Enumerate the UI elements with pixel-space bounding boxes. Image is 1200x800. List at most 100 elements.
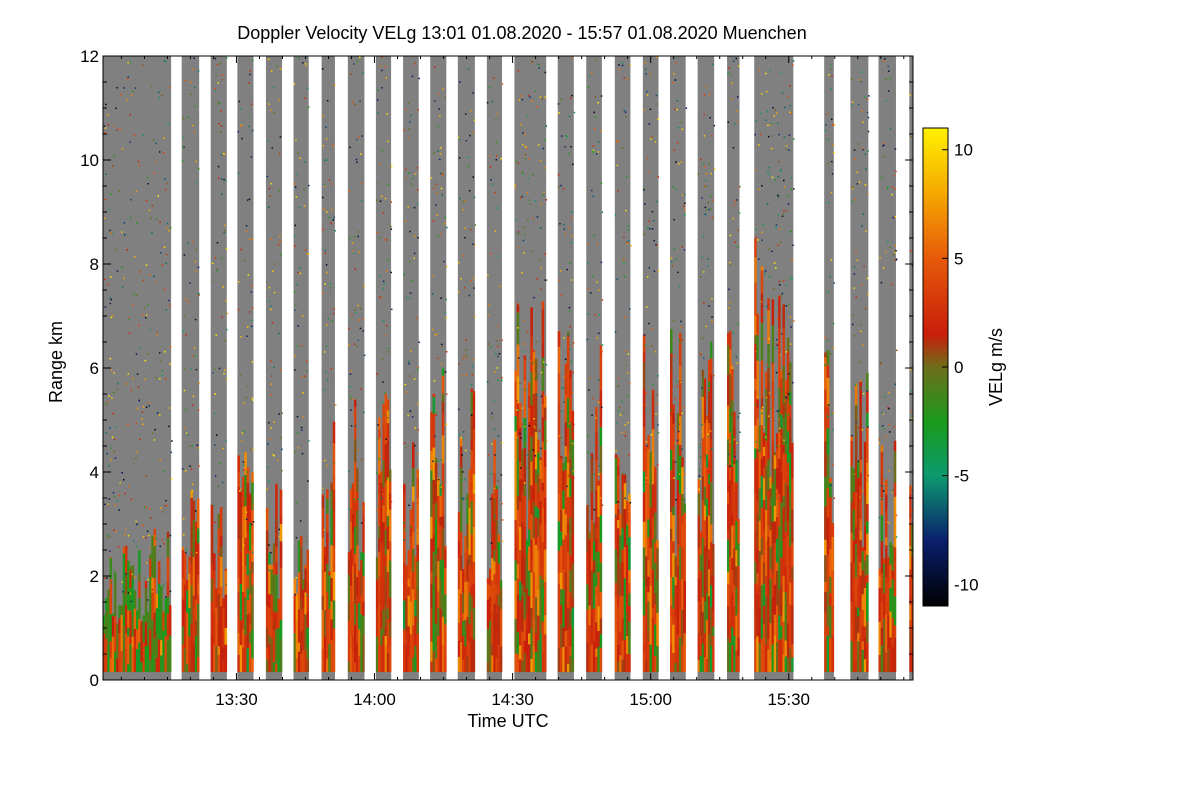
noise-speckle [136,407,139,410]
noise-speckle [866,277,869,280]
noise-speckle [645,409,647,411]
noise-speckle [437,125,439,128]
velocity-cell [412,501,415,532]
noise-speckle [222,286,224,288]
velocity-cell [186,612,189,650]
noise-speckle [250,156,253,158]
noise-speckle [436,192,438,194]
velocity-cell [354,573,357,604]
noise-speckle [857,460,860,462]
velocity-cell [321,508,325,538]
noise-speckle [570,360,572,363]
noise-speckle [149,329,151,331]
velocity-cell [414,653,417,673]
velocity-cell [118,618,121,634]
noise-speckle [325,126,327,128]
velocity-cell [727,374,730,406]
velocity-cell [133,636,137,673]
scan-block [586,56,604,680]
noise-speckle [734,123,736,125]
noise-speckle [411,75,414,78]
noise-speckle [248,125,250,128]
velocity-cell [560,604,563,624]
velocity-cell [516,533,520,565]
noise-speckle [458,433,460,435]
noise-speckle [731,82,733,85]
noise-speckle [129,592,131,595]
velocity-cell [588,625,592,656]
velocity-cell [824,591,827,613]
velocity-cell [773,452,777,456]
noise-speckle [495,141,498,143]
noise-speckle [563,228,565,230]
velocity-cell [144,621,148,647]
velocity-cell [780,439,783,472]
velocity-cell [826,454,830,464]
noise-speckle [731,444,734,447]
velocity-cell [514,547,518,561]
velocity-cell [491,493,494,496]
noise-speckle [676,100,679,102]
noise-speckle [680,326,682,329]
velocity-cell [566,608,570,630]
velocity-cell [758,452,762,489]
velocity-cell [516,344,520,360]
velocity-cell [731,466,734,485]
velocity-cell [530,607,533,629]
noise-speckle [489,86,491,89]
noise-speckle [135,572,137,574]
velocity-cell [727,504,730,531]
velocity-cell [850,601,853,630]
velocity-cell [878,588,881,622]
velocity-cell [105,638,108,673]
noise-speckle [597,441,600,444]
velocity-cell [859,486,862,520]
noise-speckle [363,411,365,414]
noise-speckle [240,248,242,251]
velocity-cell [780,414,783,429]
noise-speckle [407,137,410,139]
noise-speckle [360,522,363,524]
noise-speckle [701,387,703,389]
noise-speckle [891,283,893,286]
velocity-cell [188,608,191,637]
velocity-cell [564,646,568,663]
velocity-cell [190,526,193,565]
velocity-cell [516,359,520,377]
velocity-cell [321,610,325,649]
noise-speckle [112,165,114,167]
noise-speckle [851,508,854,511]
noise-speckle [776,112,778,114]
velocity-cell [597,606,600,631]
lowest-gate [670,672,686,680]
velocity-cell [642,651,646,673]
noise-speckle [768,338,770,340]
velocity-cell [780,625,783,639]
noise-speckle [728,307,730,309]
velocity-cell [731,400,734,434]
velocity-cell [824,389,827,429]
noise-speckle [560,294,563,296]
velocity-cell [105,598,108,611]
noise-speckle [568,153,570,155]
velocity-cell [330,640,334,673]
noise-speckle [889,128,892,130]
noise-speckle [268,421,270,424]
velocity-cell [557,550,561,573]
velocity-cell [215,646,218,673]
velocity-cell [651,636,655,673]
velocity-cell [495,486,498,489]
velocity-cell [183,609,187,649]
velocity-cell [788,546,792,583]
velocity-cell [457,511,461,542]
velocity-cell [434,658,438,673]
velocity-cell [599,389,603,428]
noise-speckle [136,222,138,224]
velocity-cell [109,658,113,673]
noise-speckle [764,436,767,438]
velocity-cell [628,537,631,571]
noise-speckle [465,139,468,142]
noise-speckle [437,234,440,237]
velocity-cell [754,408,757,426]
noise-speckle [190,468,193,470]
